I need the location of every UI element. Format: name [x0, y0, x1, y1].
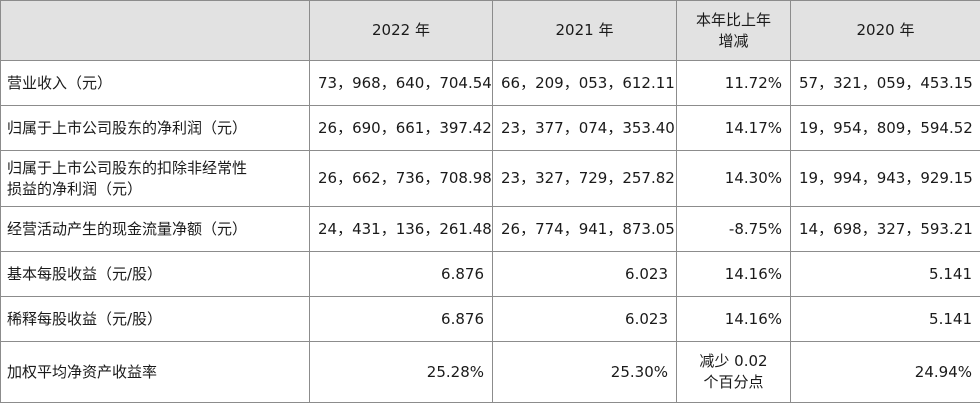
row-label-line2: 损益的净利润（元） [7, 179, 143, 198]
table-row: 经营活动产生的现金流量净额（元） 24，431，136，261.48 26，77… [0, 206, 980, 252]
value-2022: 73，968，640，704.54 [309, 60, 493, 106]
value-2020: 14，698，327，593.21 [790, 206, 980, 252]
header-yoy-change-line1: 本年比上年 [695, 10, 771, 29]
table-row: 加权平均净资产收益率 25.28% 25.30% 减少 0.02 个百分点 24… [0, 341, 980, 403]
value-2020: 19，994，943，929.15 [790, 150, 980, 207]
table-row: 归属于上市公司股东的扣除非经常性 损益的净利润（元） 26，662，736，70… [0, 150, 980, 207]
value-2021: 6.023 [492, 251, 677, 297]
value-2020: 5.141 [790, 296, 980, 342]
value-2022: 26，690，661，397.42 [309, 105, 493, 151]
row-label-line1: 归属于上市公司股东的扣除非经常性 [7, 158, 248, 177]
value-2020: 57，321，059，453.15 [790, 60, 980, 106]
value-2021: 26，774，941，873.05 [492, 206, 677, 252]
value-change: 减少 0.02 个百分点 [676, 341, 791, 403]
value-change: 14.17% [676, 105, 791, 151]
row-label: 归属于上市公司股东的净利润（元） [0, 105, 310, 151]
header-year-2022: 2022 年 [309, 0, 493, 61]
value-2020: 24.94% [790, 341, 980, 403]
row-label: 基本每股收益（元/股） [0, 251, 310, 297]
table-row: 营业收入（元） 73，968，640，704.54 66，209，053，612… [0, 60, 980, 106]
value-change: 11.72% [676, 60, 791, 106]
header-year-2020: 2020 年 [790, 0, 980, 61]
value-2022: 25.28% [309, 341, 493, 403]
value-2020: 19，954，809，594.52 [790, 105, 980, 151]
financial-summary-table: 2022 年 2021 年 本年比上年 增减 2020 年 营业收入（元） 73… [0, 0, 980, 403]
value-2021: 23，377，074，353.40 [492, 105, 677, 151]
header-year-2021: 2021 年 [492, 0, 677, 61]
header-yoy-change: 本年比上年 增减 [676, 0, 791, 61]
value-2022: 6.876 [309, 251, 493, 297]
table-row: 基本每股收益（元/股） 6.876 6.023 14.16% 5.141 [0, 251, 980, 297]
header-yoy-change-line2: 增减 [718, 31, 749, 50]
value-2021: 23，327，729，257.82 [492, 150, 677, 207]
value-change-line2: 个百分点 [703, 373, 764, 391]
value-2021: 25.30% [492, 341, 677, 403]
header-empty-cell [0, 0, 310, 61]
value-change: 14.16% [676, 251, 791, 297]
row-label: 经营活动产生的现金流量净额（元） [0, 206, 310, 252]
value-change: -8.75% [676, 206, 791, 252]
value-2022: 6.876 [309, 296, 493, 342]
value-2022: 26，662，736，708.98 [309, 150, 493, 207]
row-label: 加权平均净资产收益率 [0, 341, 310, 403]
value-change: 14.16% [676, 296, 791, 342]
value-change: 14.30% [676, 150, 791, 207]
value-change-line1: 减少 0.02 [699, 352, 768, 370]
row-label: 营业收入（元） [0, 60, 310, 106]
value-2021: 66，209，053，612.11 [492, 60, 677, 106]
value-2021: 6.023 [492, 296, 677, 342]
row-label: 归属于上市公司股东的扣除非经常性 损益的净利润（元） [0, 150, 310, 207]
header-row: 2022 年 2021 年 本年比上年 增减 2020 年 [0, 0, 980, 61]
row-label: 稀释每股收益（元/股） [0, 296, 310, 342]
value-2020: 5.141 [790, 251, 980, 297]
table-row: 稀释每股收益（元/股） 6.876 6.023 14.16% 5.141 [0, 296, 980, 342]
value-2022: 24，431，136，261.48 [309, 206, 493, 252]
table-row: 归属于上市公司股东的净利润（元） 26，690，661，397.42 23，37… [0, 105, 980, 151]
